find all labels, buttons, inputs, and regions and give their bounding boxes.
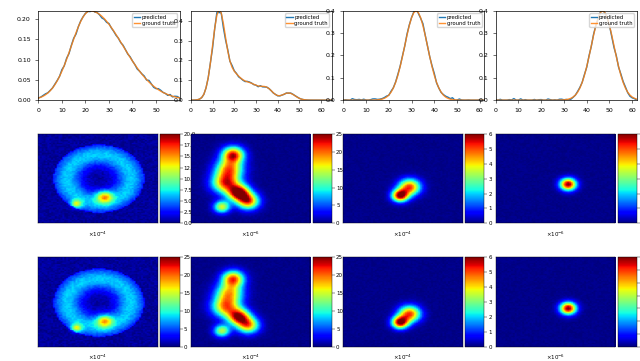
Line: ground truth: ground truth	[343, 11, 484, 100]
predicted	[159, 90, 167, 95]
ground truth	[339, 98, 347, 102]
Text: $\times10^{-4}$: $\times10^{-4}$	[394, 353, 412, 361]
predicted	[198, 95, 205, 100]
predicted	[67, 43, 75, 48]
predicted	[592, 23, 600, 28]
predicted	[224, 47, 232, 52]
predicted	[415, 11, 422, 16]
ground truth	[630, 96, 638, 100]
ground truth	[405, 23, 413, 28]
predicted	[89, 7, 97, 12]
Line: predicted: predicted	[343, 9, 484, 100]
predicted	[633, 98, 640, 102]
Text: $\times10^{-6}$: $\times10^{-6}$	[546, 230, 565, 239]
ground truth	[63, 57, 70, 61]
predicted	[599, 8, 607, 12]
ground truth	[159, 90, 167, 95]
ground truth	[383, 95, 390, 99]
predicted	[346, 98, 354, 102]
predicted	[35, 96, 42, 100]
ground truth	[440, 93, 447, 97]
ground truth	[176, 96, 184, 100]
predicted	[328, 98, 336, 102]
Line: predicted: predicted	[495, 10, 637, 100]
ground truth	[558, 98, 566, 102]
predicted	[122, 47, 129, 52]
ground truth	[410, 10, 418, 15]
predicted	[339, 98, 347, 102]
Legend: predicted, ground truth: predicted, ground truth	[132, 13, 177, 27]
ground truth	[84, 9, 92, 14]
predicted	[442, 94, 449, 99]
ground truth	[86, 9, 94, 13]
ground truth	[250, 82, 258, 86]
predicted	[630, 96, 638, 101]
ground truth	[112, 32, 120, 37]
Line: predicted: predicted	[191, 12, 332, 100]
Text: $\times10^{-6}$: $\times10^{-6}$	[546, 353, 565, 361]
Legend: predicted, ground truth: predicted, ground truth	[437, 13, 482, 27]
predicted	[380, 95, 388, 100]
predicted	[232, 71, 240, 75]
ground truth	[187, 98, 195, 102]
predicted	[494, 98, 502, 102]
ground truth	[378, 97, 386, 101]
Line: ground truth: ground truth	[495, 11, 637, 100]
predicted	[408, 16, 415, 20]
Line: predicted: predicted	[38, 9, 180, 98]
ground truth	[224, 49, 232, 53]
ground truth	[599, 9, 607, 13]
ground truth	[198, 95, 205, 100]
Line: ground truth: ground truth	[38, 11, 180, 98]
ground truth	[478, 98, 486, 102]
predicted	[481, 98, 488, 102]
Legend: predicted, ground truth: predicted, ground truth	[285, 13, 330, 27]
predicted	[187, 98, 195, 102]
Text: $\times10^{-4}$: $\times10^{-4}$	[88, 230, 108, 239]
ground truth	[215, 7, 223, 12]
predicted	[84, 9, 92, 14]
predicted	[300, 97, 308, 102]
Text: $\times10^{-4}$: $\times10^{-4}$	[394, 230, 412, 239]
predicted	[538, 97, 545, 102]
predicted	[213, 10, 221, 14]
ground truth	[531, 98, 538, 102]
ground truth	[492, 98, 499, 102]
ground truth	[328, 98, 336, 102]
predicted	[250, 83, 258, 87]
predicted	[412, 7, 420, 11]
Text: $\times10^{-4}$: $\times10^{-4}$	[241, 353, 260, 361]
predicted	[560, 97, 568, 102]
ground truth	[300, 97, 308, 102]
predicted	[176, 96, 184, 100]
ground truth	[122, 48, 129, 52]
predicted	[533, 98, 541, 102]
ground truth	[589, 33, 597, 38]
Text: $\times10^{-4}$: $\times10^{-4}$	[88, 353, 108, 361]
Text: $\times10^{-6}$: $\times10^{-6}$	[241, 230, 260, 239]
predicted	[63, 56, 70, 60]
ground truth	[563, 97, 570, 102]
ground truth	[232, 71, 240, 76]
predicted	[319, 98, 327, 102]
ground truth	[35, 96, 42, 100]
Line: ground truth: ground truth	[191, 9, 332, 100]
ground truth	[412, 9, 420, 13]
Legend: predicted, ground truth: predicted, ground truth	[589, 13, 634, 27]
predicted	[564, 98, 572, 102]
ground truth	[319, 98, 327, 102]
predicted	[385, 93, 392, 97]
ground truth	[633, 97, 640, 101]
predicted	[478, 98, 486, 102]
predicted	[112, 33, 120, 38]
ground truth	[481, 98, 488, 102]
ground truth	[67, 44, 75, 48]
ground truth	[535, 98, 543, 102]
predicted	[492, 97, 499, 102]
